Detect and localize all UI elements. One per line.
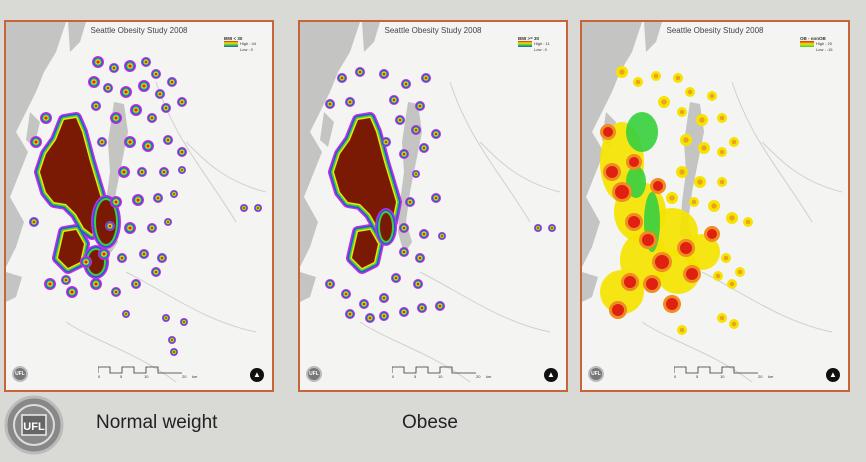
water-body bbox=[68, 22, 86, 52]
legend-low: Low : 0 bbox=[534, 47, 547, 52]
difference-spot bbox=[624, 276, 636, 288]
legend-low: Low : 0 bbox=[240, 47, 253, 52]
map-panel-obese: Seattle Obesity Study 2008 BMI >= 30 Hig… bbox=[298, 20, 568, 392]
map-panel-normal-weight: Seattle Obesity Study 2008 BMI < 30 High… bbox=[4, 20, 274, 392]
difference-spot bbox=[646, 278, 658, 290]
water-body bbox=[582, 22, 642, 267]
difference-spot bbox=[606, 166, 618, 178]
scale-tick: 10 bbox=[438, 374, 443, 379]
density-layer bbox=[29, 56, 262, 356]
difference-spot bbox=[666, 298, 678, 310]
legend-low: Low : -15 bbox=[816, 47, 833, 52]
scale-tick: 0 bbox=[98, 374, 101, 379]
caption-obese: Obese bbox=[402, 412, 458, 433]
water-body bbox=[320, 112, 334, 147]
caption-normal-weight: Normal weight bbox=[96, 412, 218, 433]
water-body bbox=[362, 22, 380, 52]
ufl-logo-icon: UFL bbox=[306, 366, 322, 382]
scale-tick: 0 bbox=[674, 374, 677, 379]
heatmap-difference bbox=[582, 22, 848, 390]
scale-tick: 20 bbox=[758, 374, 763, 379]
difference-spot bbox=[642, 234, 654, 246]
difference-blob bbox=[626, 112, 658, 152]
logo-text: UFL bbox=[23, 421, 45, 433]
ufl-large-logo-icon: UFL bbox=[4, 395, 64, 455]
legend-title: OB - nonOB bbox=[800, 36, 826, 41]
scale-bar: 0 5 10 20 km bbox=[392, 366, 502, 380]
difference-spot bbox=[653, 181, 663, 191]
north-arrow-icon: ▲ bbox=[544, 368, 558, 382]
scale-tick: 10 bbox=[144, 374, 149, 379]
difference-spot bbox=[707, 229, 717, 239]
scale-bar: 0 5 10 20 km bbox=[674, 366, 784, 380]
water-body bbox=[300, 272, 316, 302]
road-line bbox=[449, 81, 531, 223]
legend-title: BMI >= 30 bbox=[518, 36, 540, 41]
scale-tick: 5 bbox=[120, 374, 123, 379]
road-line bbox=[419, 271, 551, 333]
density-core bbox=[380, 213, 392, 241]
scale-tick: 20 bbox=[182, 374, 187, 379]
difference-spot bbox=[655, 255, 669, 269]
scale-tick: 10 bbox=[720, 374, 725, 379]
legend-high: High : 44 bbox=[240, 41, 257, 47]
road-line bbox=[155, 81, 237, 223]
difference-spot bbox=[612, 304, 624, 316]
difference-spot bbox=[686, 268, 698, 280]
legend-color-ramp bbox=[518, 41, 532, 47]
difference-layer bbox=[600, 66, 753, 335]
scale-unit: km bbox=[192, 374, 198, 379]
water-body bbox=[398, 102, 422, 254]
map-panel-difference: Seattle Obesity Study 2008 OB - nonOB Hi… bbox=[580, 20, 850, 392]
scale-tick: 5 bbox=[414, 374, 417, 379]
difference-spot bbox=[628, 216, 640, 228]
road-line bbox=[731, 81, 813, 223]
scale-tick: 0 bbox=[392, 374, 395, 379]
map-title: Seattle Obesity Study 2008 bbox=[90, 26, 188, 35]
difference-spot bbox=[603, 127, 613, 137]
north-arrow-icon: ▲ bbox=[826, 368, 840, 382]
heatmap-obese bbox=[300, 22, 566, 390]
heatmap-normal-weight bbox=[6, 22, 272, 390]
legend-color-ramp bbox=[800, 41, 814, 47]
difference-spot bbox=[629, 157, 639, 167]
density-core bbox=[334, 118, 396, 234]
legend-high: High : 20 bbox=[816, 41, 833, 47]
ufl-logo-icon: UFL bbox=[12, 366, 28, 382]
density-core bbox=[40, 118, 102, 234]
north-arrow-icon: ▲ bbox=[250, 368, 264, 382]
road-line bbox=[185, 141, 267, 193]
water-body bbox=[644, 22, 662, 52]
scale-unit: km bbox=[486, 374, 492, 379]
difference-spot bbox=[615, 185, 629, 199]
scale-bar: 0 5 10 20 km bbox=[98, 366, 208, 380]
map-legend: BMI >= 30 High : 11 Low : 0 bbox=[518, 36, 558, 54]
density-core bbox=[96, 200, 116, 244]
water-body bbox=[582, 272, 598, 302]
map-title: Seattle Obesity Study 2008 bbox=[384, 26, 482, 35]
scale-tick: 5 bbox=[696, 374, 699, 379]
scale-unit: km bbox=[768, 374, 774, 379]
water-body bbox=[300, 22, 360, 267]
legend-high: High : 11 bbox=[534, 41, 550, 47]
map-legend: OB - nonOB High : 20 Low : -15 bbox=[800, 36, 840, 54]
water-body bbox=[26, 112, 40, 147]
water-body bbox=[6, 272, 22, 302]
density-layer bbox=[325, 67, 556, 323]
density-core bbox=[352, 230, 378, 268]
map-legend: BMI < 30 High : 44 Low : 0 bbox=[224, 36, 264, 54]
legend-title: BMI < 30 bbox=[224, 36, 243, 41]
road-line bbox=[125, 271, 257, 333]
road-line bbox=[761, 141, 843, 193]
difference-spot bbox=[680, 242, 692, 254]
water-body bbox=[6, 22, 66, 267]
density-core bbox=[58, 230, 84, 268]
road-line bbox=[479, 141, 561, 193]
map-title: Seattle Obesity Study 2008 bbox=[666, 26, 764, 35]
scale-tick: 20 bbox=[476, 374, 481, 379]
ufl-logo-icon: UFL bbox=[588, 366, 604, 382]
legend-color-ramp bbox=[224, 41, 238, 47]
